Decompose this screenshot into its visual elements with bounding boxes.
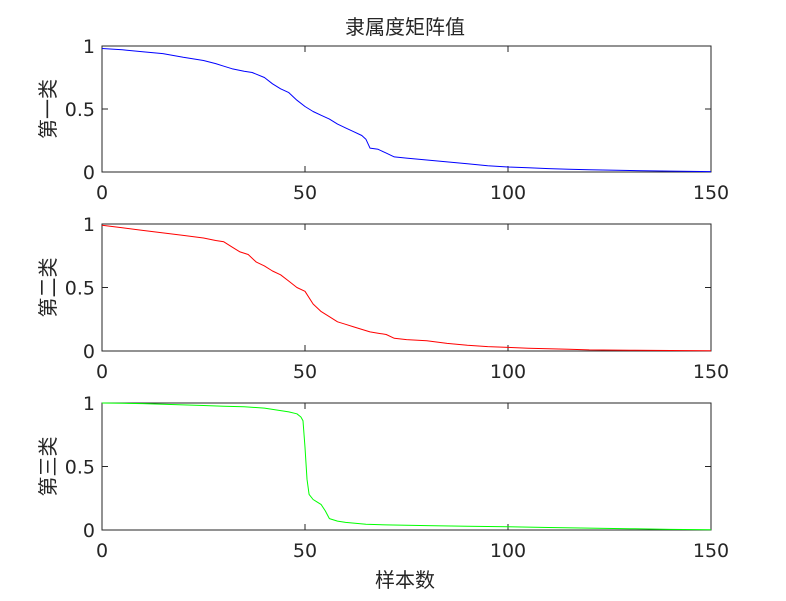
axes-3-frame bbox=[101, 402, 712, 531]
axes-1-ytick-label: 0 bbox=[83, 162, 95, 184]
figure-xlabel: 样本数 bbox=[375, 568, 435, 592]
axes-2-xtick-label: 100 bbox=[490, 361, 526, 383]
axes-1-ytick-label: 1 bbox=[83, 36, 95, 58]
axes-3-ytick-label: 1 bbox=[83, 393, 95, 415]
axes-3-ytick-label: 0 bbox=[83, 520, 95, 542]
axes-1-ytick-label: 0.5 bbox=[65, 99, 95, 121]
axes-3-xtick-label: 0 bbox=[96, 540, 108, 562]
axes-1-xtick-label: 100 bbox=[490, 182, 526, 204]
axes-3-series-line bbox=[101, 402, 712, 531]
axes-2-xtick-label: 0 bbox=[96, 361, 108, 383]
axes-1-frame bbox=[101, 45, 712, 173]
axes-2-series-line bbox=[101, 224, 712, 352]
axes-2-ylabel: 第二类 bbox=[36, 258, 60, 318]
axes-3-xtick-label: 50 bbox=[293, 540, 317, 562]
axes-1-xtick-label: 150 bbox=[693, 182, 729, 204]
axes-3-ylabel: 第三类 bbox=[36, 437, 60, 497]
axes-2-xtick-label: 50 bbox=[293, 361, 317, 383]
axes-3-xtick-label: 150 bbox=[693, 540, 729, 562]
axes-1-ylabel: 第一类 bbox=[36, 79, 60, 139]
axes-1-series-line bbox=[101, 48, 712, 173]
axes-1-xtick-label: 0 bbox=[96, 182, 108, 204]
axes-2-frame bbox=[101, 223, 712, 352]
axes-1-xtick-label: 50 bbox=[293, 182, 317, 204]
axes-2-ytick-label: 0 bbox=[83, 341, 95, 363]
axes-3-xtick-label: 100 bbox=[490, 540, 526, 562]
axes-2-ytick-label: 0.5 bbox=[65, 278, 95, 300]
axes-3-ytick-label: 0.5 bbox=[65, 457, 95, 479]
figure-title: 隶属度矩阵值 bbox=[345, 15, 465, 39]
axes-2-ytick-label: 1 bbox=[83, 214, 95, 236]
axes-2-xtick-label: 150 bbox=[693, 361, 729, 383]
